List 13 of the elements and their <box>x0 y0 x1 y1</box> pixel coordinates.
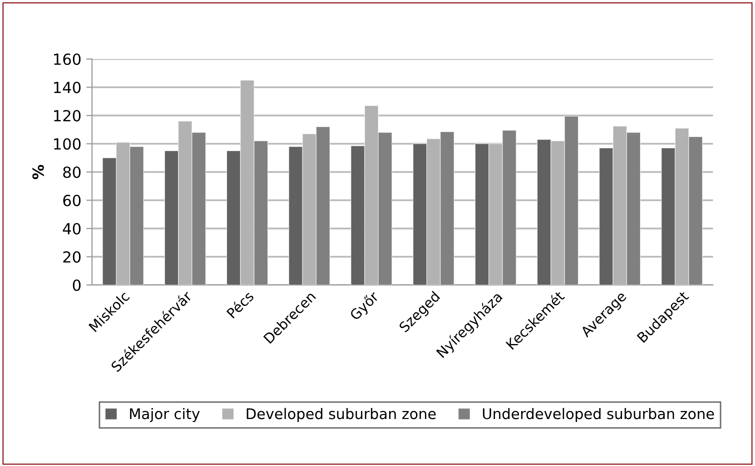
y-tick-label: 140 <box>54 82 81 94</box>
y-tick-label: 0 <box>72 279 81 292</box>
legend-label: Major city <box>130 408 200 422</box>
y-tick-label: 20 <box>63 251 81 263</box>
y-tick-label: 120 <box>54 110 81 122</box>
y-tick-label: 80 <box>63 166 81 178</box>
y-tick-label: 40 <box>62 222 81 235</box>
y-tick-label: 100 <box>54 138 81 150</box>
y-axis-title: % <box>32 164 44 180</box>
y-tick-label: 160 <box>54 53 81 66</box>
legend-label: Underdeveloped suburban zone <box>482 408 714 422</box>
y-tick-label: 60 <box>63 194 81 206</box>
legend-label: Developed suburban zone <box>246 408 436 422</box>
